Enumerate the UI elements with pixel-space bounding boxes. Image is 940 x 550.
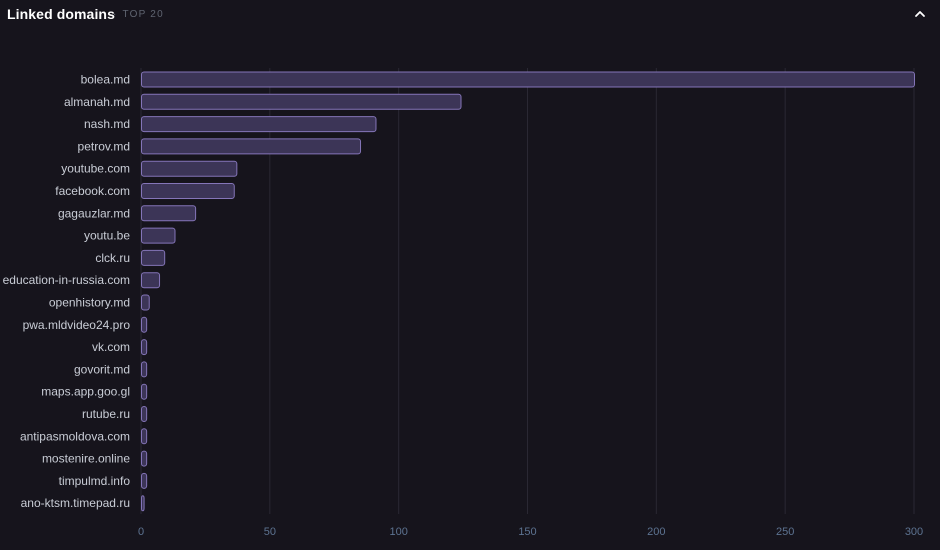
bar-16[interactable] xyxy=(141,428,148,445)
bar-2[interactable] xyxy=(141,116,377,133)
category-label-10: openhistory.md xyxy=(49,296,130,310)
chevron-up-icon xyxy=(915,11,925,17)
category-label-16: antipasmoldova.com xyxy=(20,429,130,443)
category-label-9: education-in-russia.com xyxy=(3,273,130,287)
category-label-17: mostenire.online xyxy=(42,452,130,466)
category-label-0: bolea.md xyxy=(81,73,130,87)
category-label-6: gagauzlar.md xyxy=(58,206,130,220)
bar-13[interactable] xyxy=(141,361,148,378)
category-label-12: vk.com xyxy=(92,340,130,354)
category-label-5: facebook.com xyxy=(55,184,130,198)
x-tick-label-5: 250 xyxy=(776,526,794,538)
panel-header: Linked domains · TOP 20 xyxy=(0,0,940,30)
bar-19[interactable] xyxy=(141,495,145,512)
collapse-button[interactable] xyxy=(908,3,932,25)
bar-12[interactable] xyxy=(141,339,148,356)
category-label-8: clck.ru xyxy=(95,251,130,265)
bar-1[interactable] xyxy=(141,93,462,110)
bar-17[interactable] xyxy=(141,450,148,467)
x-tick-label-0: 0 xyxy=(138,526,144,538)
bar-14[interactable] xyxy=(141,383,148,400)
category-label-15: rutube.ru xyxy=(82,407,130,421)
category-label-2: nash.md xyxy=(84,117,130,131)
bar-4[interactable] xyxy=(141,160,238,177)
bar-11[interactable] xyxy=(141,316,148,333)
category-label-1: almanah.md xyxy=(64,95,130,109)
panel-title: Linked domains xyxy=(7,6,115,22)
category-label-11: pwa.mldvideo24.pro xyxy=(23,318,131,332)
category-label-19: ano-ktsm.timepad.ru xyxy=(21,496,130,510)
bar-5[interactable] xyxy=(141,183,235,199)
x-tick-label-2: 100 xyxy=(389,526,407,538)
category-label-7: youtu.be xyxy=(84,229,130,243)
category-label-14: maps.app.goo.gl xyxy=(41,385,130,399)
subtitle-text: TOP 20 xyxy=(122,9,164,20)
bar-15[interactable] xyxy=(141,406,148,422)
bar-18[interactable] xyxy=(141,472,148,489)
panel-subtitle: · TOP 20 xyxy=(113,9,164,20)
x-tick-label-6: 300 xyxy=(905,526,923,538)
category-label-4: youtube.com xyxy=(61,162,130,176)
bar-9[interactable] xyxy=(141,272,161,289)
x-tick-label-4: 200 xyxy=(647,526,665,538)
bar-8[interactable] xyxy=(141,249,166,266)
bar-10[interactable] xyxy=(141,294,150,311)
category-label-18: timpulmd.info xyxy=(59,474,131,488)
subtitle-separator: · xyxy=(113,9,118,20)
bar-6[interactable] xyxy=(141,205,197,222)
bar-3[interactable] xyxy=(141,138,362,155)
category-label-13: govorit.md xyxy=(74,362,130,376)
x-tick-label-1: 50 xyxy=(264,526,276,538)
bar-0[interactable] xyxy=(141,71,915,88)
category-label-3: petrov.md xyxy=(78,139,130,153)
x-tick-label-3: 150 xyxy=(518,526,536,538)
bar-7[interactable] xyxy=(141,227,176,244)
